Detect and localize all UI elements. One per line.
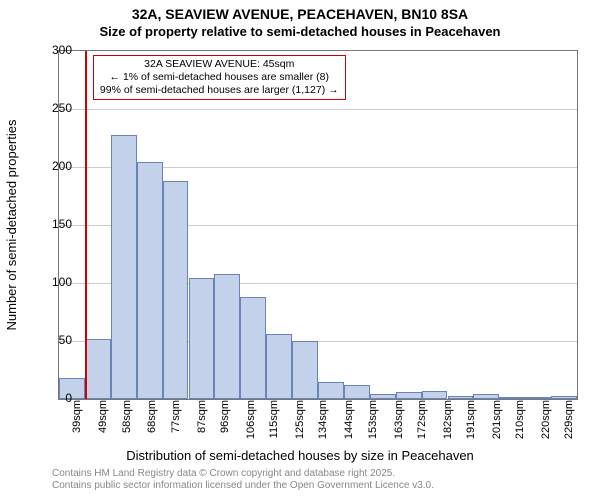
histogram-bar [137,162,163,399]
x-tick-label: 153sqm [367,400,379,444]
x-tick-label: 201sqm [491,400,503,444]
histogram-bar [318,382,344,399]
y-tick-label: 100 [42,275,72,289]
x-tick-label: 115sqm [268,400,280,444]
x-tick-label: 49sqm [97,400,109,444]
y-tick-label: 0 [42,391,72,405]
histogram-bar [448,396,474,399]
x-tick-label: 163sqm [393,400,405,444]
histogram-bar [473,394,499,399]
x-tick-label: 172sqm [416,400,428,444]
legend-line1: 32A SEAVIEW AVENUE: 45sqm [100,58,339,71]
x-tick-label: 134sqm [317,400,329,444]
grid-line [59,109,577,110]
histogram-bar [396,392,422,399]
legend-line2: ← 1% of semi-detached houses are smaller… [100,71,339,84]
x-tick-label: 210sqm [514,400,526,444]
y-axis-label: Number of semi-detached properties [4,120,19,331]
chart-subtitle: Size of property relative to semi-detach… [0,22,600,39]
x-axis-label: Distribution of semi-detached houses by … [0,448,600,463]
histogram-bar [163,181,189,399]
x-tick-label: 58sqm [121,400,133,444]
x-tick-label: 106sqm [245,400,257,444]
histogram-bar [551,396,577,399]
reference-legend: 32A SEAVIEW AVENUE: 45sqm← 1% of semi-de… [93,55,346,100]
x-tick-label: 182sqm [442,400,454,444]
chart-title: 32A, SEAVIEW AVENUE, PEACEHAVEN, BN10 8S… [0,0,600,22]
x-tick-label: 68sqm [146,400,158,444]
y-tick-label: 50 [42,333,72,347]
y-tick-label: 250 [42,101,72,115]
y-tick-label: 150 [42,217,72,231]
chart-plot-area: 32A SEAVIEW AVENUE: 45sqm← 1% of semi-de… [58,50,578,400]
x-tick-label: 39sqm [71,400,83,444]
reference-line [85,51,87,399]
footer-attribution: Contains HM Land Registry data © Crown c… [52,468,434,492]
histogram-bar [85,339,111,399]
x-tick-label: 144sqm [343,400,355,444]
histogram-bar [499,397,525,399]
histogram-bar [189,278,215,399]
histogram-bar [266,334,292,399]
histogram-bar [292,341,318,399]
x-tick-label: 229sqm [563,400,575,444]
x-tick-label: 220sqm [540,400,552,444]
histogram-bar [525,397,551,399]
x-tick-label: 96sqm [219,400,231,444]
histogram-bar [214,274,240,399]
y-tick-label: 300 [42,43,72,57]
histogram-bar [240,297,266,399]
x-tick-label: 125sqm [294,400,306,444]
y-tick-label: 200 [42,159,72,173]
x-tick-label: 77sqm [170,400,182,444]
footer-line1: Contains HM Land Registry data © Crown c… [52,468,434,480]
histogram-bar [111,135,137,399]
histogram-bar [422,391,448,399]
x-tick-label: 87sqm [196,400,208,444]
x-tick-label: 191sqm [465,400,477,444]
legend-line3: 99% of semi-detached houses are larger (… [100,84,339,97]
footer-line2: Contains public sector information licen… [52,480,434,492]
histogram-bar [370,394,396,399]
histogram-bar [344,385,370,399]
